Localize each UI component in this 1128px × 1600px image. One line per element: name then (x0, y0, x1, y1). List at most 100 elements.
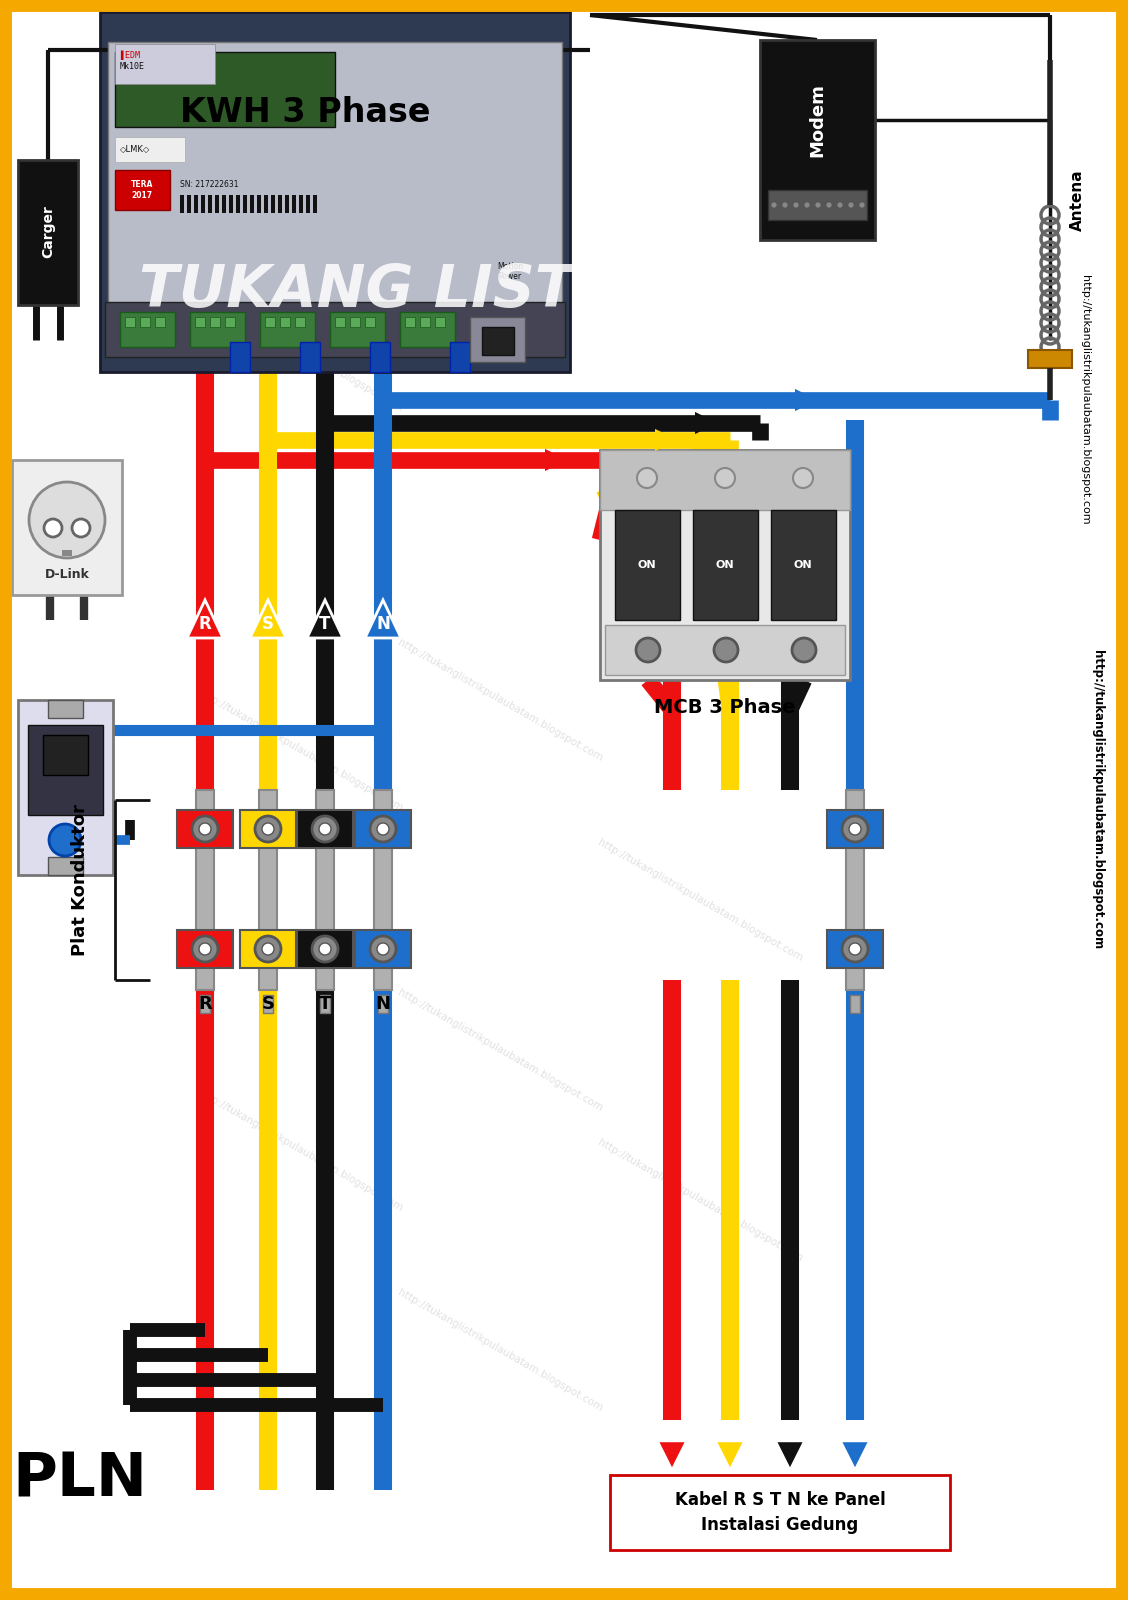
Circle shape (636, 638, 660, 662)
Bar (420, 317, 430, 326)
Bar (28, 725, 103, 814)
Bar (370, 342, 390, 371)
Bar (331, 312, 385, 347)
Bar (365, 317, 374, 326)
Bar (62, 550, 72, 557)
Circle shape (255, 936, 281, 962)
Circle shape (804, 202, 810, 208)
Bar (263, 995, 273, 1013)
Bar (43, 734, 88, 774)
Bar (200, 995, 210, 1013)
Text: http://tukanglistrikpulaubatam.blogspot.com: http://tukanglistrikpulaubatam.blogspot.… (396, 637, 605, 763)
Bar (355, 930, 411, 968)
Text: T: T (319, 995, 332, 1013)
Text: http://tukanglistrikpulaubatam.blogspot.com: http://tukanglistrikpulaubatam.blogspot.… (596, 437, 804, 563)
Circle shape (312, 816, 338, 842)
Text: R: R (199, 995, 212, 1013)
Circle shape (637, 467, 656, 488)
Circle shape (49, 824, 81, 856)
Text: ◇LMK◇: ◇LMK◇ (120, 144, 150, 154)
Bar (264, 195, 268, 213)
Text: Plat Konduktor: Plat Konduktor (71, 805, 89, 955)
Circle shape (841, 936, 869, 962)
Bar (196, 790, 214, 990)
Circle shape (44, 518, 62, 538)
Bar (355, 810, 411, 848)
Circle shape (848, 202, 854, 208)
Circle shape (199, 822, 211, 835)
Bar (222, 195, 226, 213)
Bar (271, 195, 275, 213)
Polygon shape (187, 600, 223, 638)
Text: S: S (262, 614, 274, 634)
Bar (320, 995, 331, 1013)
Bar (18, 701, 113, 875)
Bar (229, 195, 233, 213)
Bar (210, 317, 220, 326)
Bar (240, 810, 296, 848)
Circle shape (849, 942, 861, 955)
Circle shape (849, 822, 861, 835)
Bar (299, 195, 303, 213)
Bar (335, 317, 345, 326)
Bar (374, 790, 393, 990)
Bar (230, 342, 250, 371)
Text: Kabel R S T N ke Panel: Kabel R S T N ke Panel (675, 1491, 885, 1509)
Circle shape (782, 202, 788, 208)
Bar (236, 195, 240, 213)
Bar (296, 317, 305, 326)
Bar (306, 195, 310, 213)
Text: Motion
Power: Motion Power (497, 262, 523, 282)
Circle shape (255, 816, 281, 842)
Circle shape (192, 936, 218, 962)
Text: D-Link: D-Link (45, 568, 89, 581)
Bar (350, 317, 360, 326)
Bar (772, 510, 836, 619)
Text: KWH 3 Phase: KWH 3 Phase (179, 96, 430, 128)
Bar (277, 195, 282, 213)
Bar (265, 317, 275, 326)
Bar (12, 461, 122, 595)
Bar (259, 312, 315, 347)
Bar (187, 195, 191, 213)
Bar (600, 450, 851, 680)
Bar (195, 317, 205, 326)
Text: S: S (262, 995, 274, 1013)
Bar (18, 160, 78, 306)
Text: http://tukanglistrikpulaubatam.blogspot.com: http://tukanglistrikpulaubatam.blogspot.… (1092, 651, 1104, 949)
Bar (312, 195, 317, 213)
Text: ON: ON (794, 560, 812, 570)
Bar (378, 995, 388, 1013)
Circle shape (377, 942, 389, 955)
Bar (610, 1475, 950, 1550)
Bar (115, 43, 215, 83)
Bar (115, 138, 185, 162)
Text: N: N (376, 614, 390, 634)
Bar (450, 342, 470, 371)
Bar (768, 190, 867, 219)
Text: http://tukanglistrikpulaubatam.blogspot.com: http://tukanglistrikpulaubatam.blogspot.… (196, 286, 404, 413)
Text: PLN: PLN (12, 1451, 148, 1509)
Bar (180, 195, 184, 213)
Bar (190, 312, 245, 347)
Text: Carger: Carger (41, 205, 55, 259)
Bar (470, 317, 525, 362)
Circle shape (312, 936, 338, 962)
Text: http://tukanglistrikpulaubatam.blogspot.com: http://tukanglistrikpulaubatam.blogspot.… (196, 1086, 404, 1213)
Text: http://tukanglistrikpulaubatam.blogspot.com: http://tukanglistrikpulaubatam.blogspot.… (596, 837, 804, 963)
Bar (297, 930, 353, 968)
Circle shape (199, 942, 211, 955)
Text: http://tukanglistrikpulaubatam.blogspot.com: http://tukanglistrikpulaubatam.blogspot.… (396, 1286, 605, 1413)
Circle shape (860, 202, 865, 208)
Circle shape (841, 816, 869, 842)
Text: http://tukanglistrikpulaubatam.blogspot.com: http://tukanglistrikpulaubatam.blogspot.… (396, 987, 605, 1114)
Circle shape (370, 936, 396, 962)
Circle shape (793, 467, 813, 488)
Bar (482, 326, 514, 355)
Text: Instalasi Gedung: Instalasi Gedung (702, 1517, 858, 1534)
Circle shape (826, 202, 832, 208)
Bar (280, 317, 290, 326)
Bar (846, 790, 864, 990)
Circle shape (319, 822, 331, 835)
Bar (250, 195, 254, 213)
